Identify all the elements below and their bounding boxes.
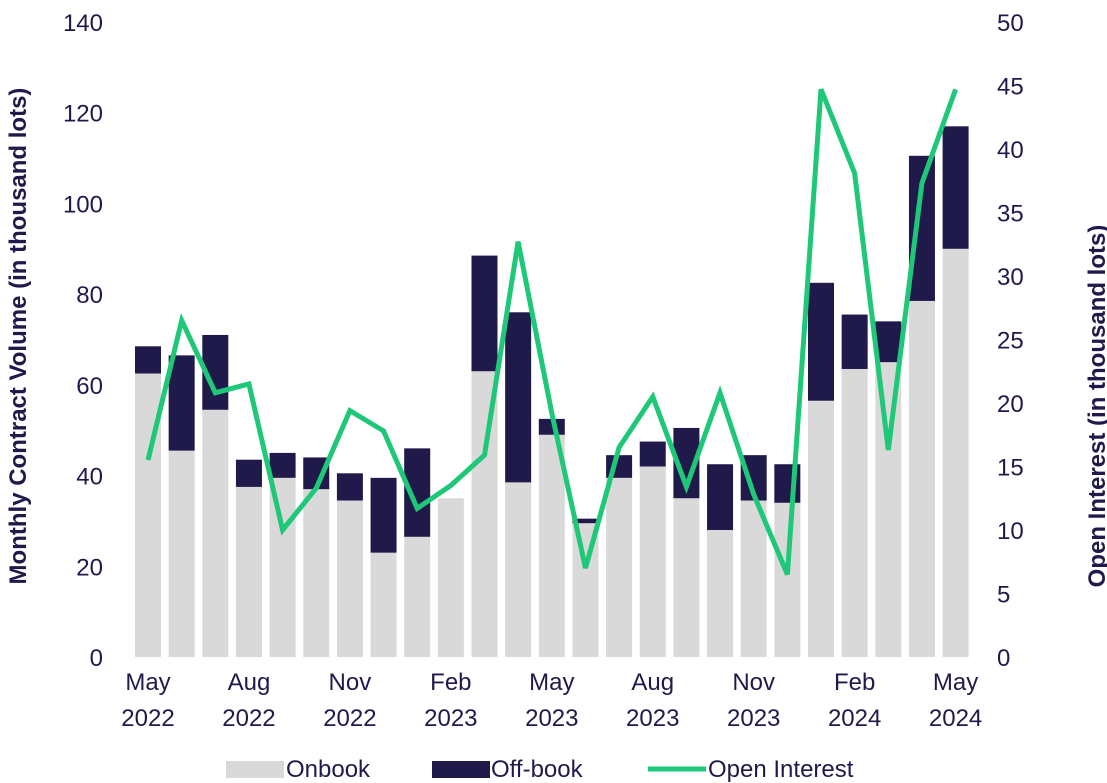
- bar-onbook: [404, 536, 431, 657]
- bar-onbook: [707, 530, 734, 657]
- bar-onbook: [606, 477, 633, 657]
- x-axis-ticks: May 2022 Aug 2022 Nov 2022 Feb 2023 May 2023 Aug 20…: [121, 669, 982, 732]
- bar-onbook: [639, 466, 666, 657]
- left-axis-ticks: 0 20 40 60 80 100 120 140: [63, 10, 103, 672]
- bar-offbook: [505, 312, 532, 483]
- left-tick-label: 100: [63, 191, 103, 218]
- bar-onbook: [841, 368, 868, 657]
- bar-offbook: [168, 355, 195, 451]
- x-tick-label: Feb 2024: [828, 669, 881, 732]
- bar-offbook: [808, 282, 834, 401]
- x-tick-label: Nov 2022: [323, 669, 376, 732]
- bar-onbook: [875, 362, 902, 657]
- bar-onbook: [269, 477, 296, 657]
- bar-onbook: [673, 498, 700, 657]
- x-tick-label: May 2022: [121, 669, 174, 732]
- left-tick-label: 120: [63, 101, 103, 128]
- bar-offbook: [336, 473, 363, 501]
- legend-swatch-offbook: [432, 761, 490, 778]
- open-interest-line-group: [145, 88, 958, 576]
- bar-onbook: [336, 500, 363, 657]
- bar-onbook: [235, 486, 262, 657]
- right-tick-label: 45: [997, 74, 1024, 101]
- x-tick-label: Aug 2023: [626, 669, 679, 732]
- bar-offbook: [707, 464, 734, 530]
- bar-onbook: [538, 434, 565, 657]
- x-tick-label: May 2023: [525, 669, 578, 732]
- left-tick-label: 0: [90, 645, 103, 672]
- bar-offbook: [875, 321, 902, 363]
- bar-offbook: [639, 441, 666, 467]
- bar-onbook: [202, 409, 229, 657]
- left-tick-label: 40: [76, 464, 103, 491]
- right-tick-label: 30: [997, 264, 1024, 291]
- right-tick-label: 40: [997, 137, 1024, 164]
- right-axis-ticks: 0 5 10 15 20 25 30 35 40 45 50: [997, 10, 1024, 672]
- bar-offbook: [135, 346, 161, 374]
- bar-offbook: [538, 418, 565, 435]
- bar-offbook: [572, 518, 599, 524]
- legend: Onbook Off-book Open Interest: [226, 756, 854, 783]
- right-axis-title: Open Interest (in thousand lots): [1084, 225, 1107, 588]
- bar-onbook: [168, 450, 195, 657]
- left-tick-label: 80: [76, 282, 103, 309]
- bar-offbook: [235, 459, 262, 487]
- right-tick-label: 35: [997, 201, 1024, 228]
- left-axis-title: Monthly Contract Volume (in thousand lot…: [5, 88, 32, 585]
- legend-swatch-onbook: [226, 761, 284, 778]
- right-tick-label: 50: [997, 10, 1024, 37]
- x-tick-label: Feb 2023: [424, 669, 477, 732]
- left-tick-label: 140: [63, 10, 103, 37]
- right-tick-label: 10: [997, 518, 1024, 545]
- bar-onbook: [370, 552, 397, 657]
- right-tick-label: 20: [997, 391, 1024, 418]
- bar-onbook: [808, 400, 834, 657]
- legend-label-onbook: Onbook: [286, 756, 371, 783]
- bar-onbook: [774, 502, 801, 657]
- right-tick-label: 5: [997, 582, 1010, 609]
- bar-offbook: [942, 126, 969, 249]
- right-tick-label: 15: [997, 455, 1024, 482]
- left-tick-label: 20: [76, 554, 103, 581]
- bar-onbook: [471, 371, 498, 657]
- bar-onbook: [505, 482, 532, 657]
- x-tick-label: Aug 2022: [222, 669, 275, 732]
- bars: [135, 126, 969, 658]
- bar-onbook: [908, 300, 935, 657]
- right-tick-label: 0: [997, 645, 1010, 672]
- bar-onbook: [740, 500, 767, 657]
- bar-onbook: [437, 498, 464, 657]
- x-tick-label: May 2024: [929, 669, 982, 732]
- bar-offbook: [471, 255, 498, 372]
- x-tick-label: Nov 2023: [727, 669, 780, 732]
- bar-onbook: [303, 489, 330, 657]
- legend-label-offbook: Off-book: [491, 756, 584, 783]
- bar-offbook: [269, 452, 296, 478]
- right-tick-label: 25: [997, 328, 1024, 355]
- bar-offbook: [370, 477, 397, 553]
- bar-offbook: [841, 314, 868, 369]
- legend-label-open-interest: Open Interest: [708, 756, 854, 783]
- left-tick-label: 60: [76, 373, 103, 400]
- bar-onbook: [942, 248, 969, 658]
